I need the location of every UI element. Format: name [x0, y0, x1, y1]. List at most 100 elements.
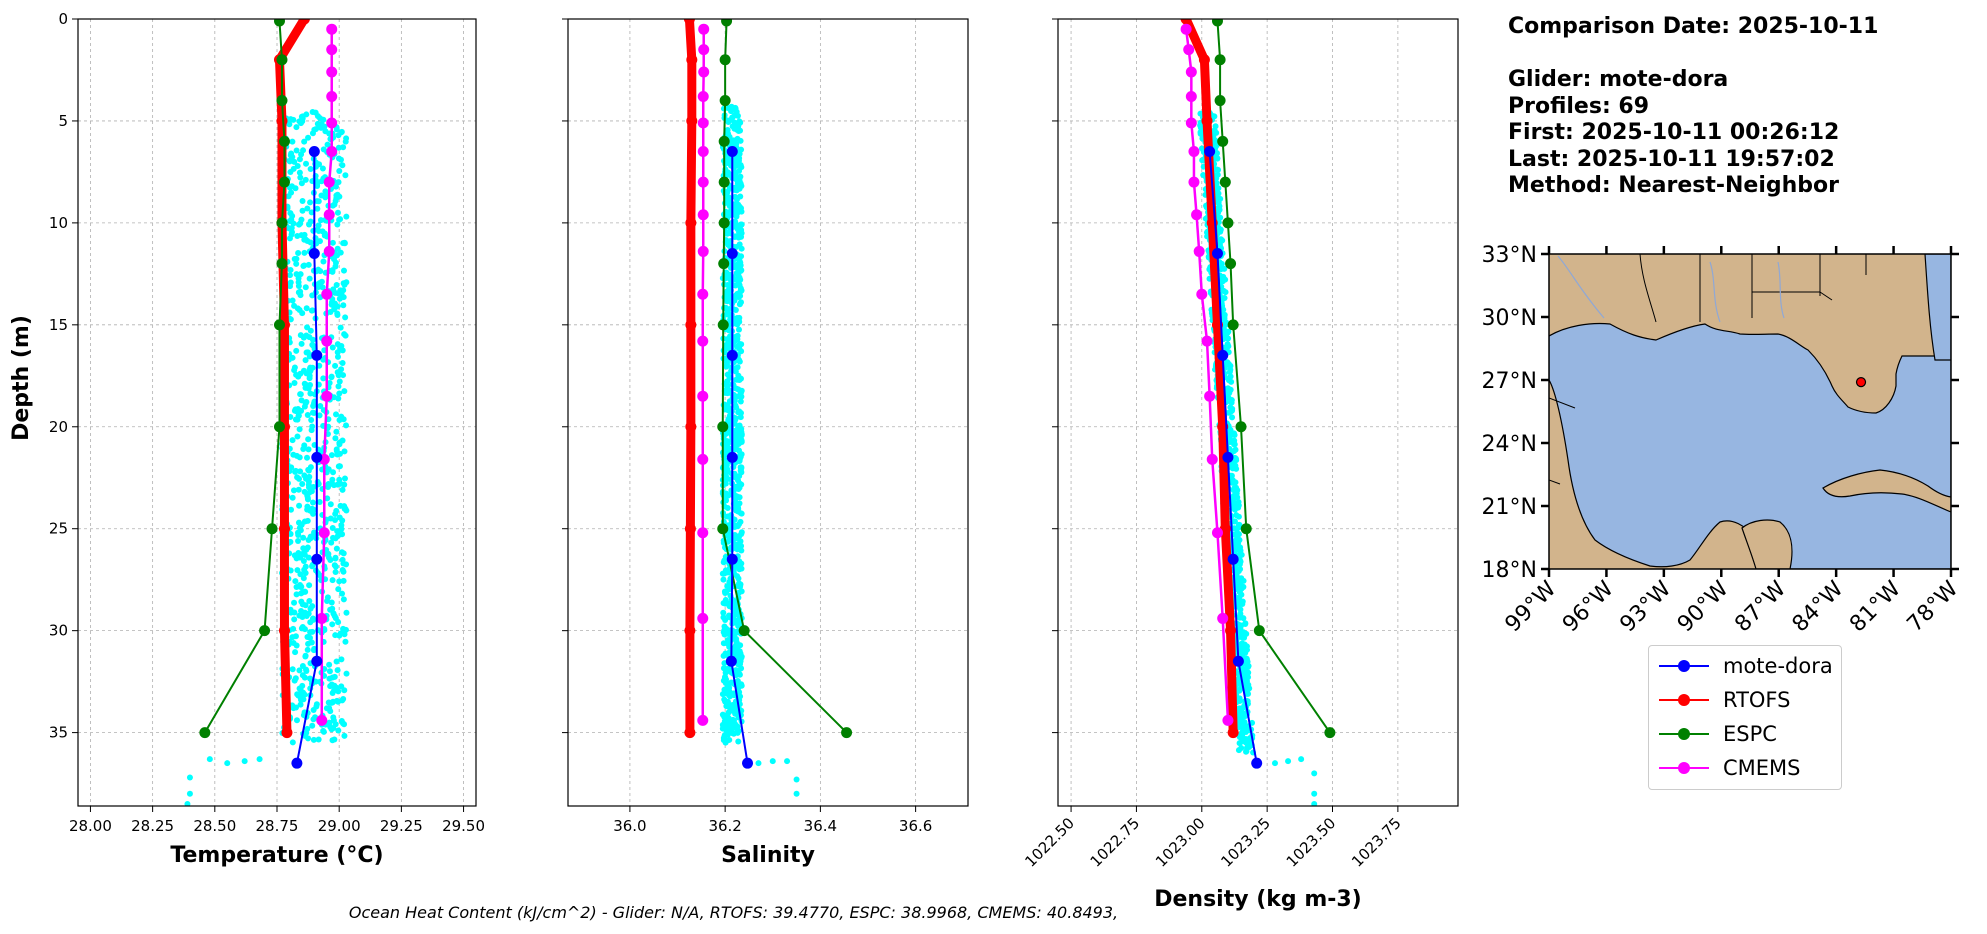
series-marker-cmems — [1204, 390, 1216, 402]
series-marker-rtofs — [1180, 19, 1192, 25]
raw-sample-point — [343, 670, 350, 677]
raw-sample-point — [299, 480, 306, 487]
raw-sample-point — [723, 690, 730, 697]
raw-sample-point — [1227, 386, 1234, 393]
raw-sample-point — [324, 550, 331, 557]
raw-sample-point — [290, 705, 297, 712]
raw-sample-point — [312, 109, 319, 116]
raw-sample-point — [290, 487, 297, 494]
x-tick-label: 29.25 — [380, 817, 423, 835]
raw-sample-point — [1224, 397, 1231, 404]
series-marker-cmems — [1183, 44, 1195, 56]
raw-sample-point — [339, 566, 346, 573]
raw-sample-point — [311, 645, 318, 652]
raw-sample-point — [295, 250, 302, 257]
raw-sample-point — [294, 567, 301, 574]
series-marker-cmems — [697, 453, 709, 465]
raw-sample-point — [286, 121, 293, 128]
raw-sample-point — [336, 368, 343, 375]
raw-sample-point — [297, 174, 304, 181]
raw-sample-point — [1197, 110, 1204, 117]
raw-sample-point — [736, 566, 743, 573]
raw-sample-point — [731, 397, 738, 404]
raw-sample-point — [334, 221, 341, 228]
raw-sample-point — [302, 588, 309, 595]
raw-sample-point — [341, 475, 348, 482]
raw-sample-point — [302, 284, 309, 291]
raw-sample-point — [302, 602, 309, 609]
raw-sample-point — [738, 588, 745, 595]
raw-sample-point — [723, 589, 730, 596]
legend: mote-dora RTOFS ESPC CMEMS — [1648, 645, 1842, 790]
series-marker-cmems — [316, 612, 328, 624]
raw-sample-point — [725, 292, 732, 299]
raw-sample-point — [303, 667, 310, 674]
raw-sample-point — [732, 710, 739, 717]
raw-sample-point — [735, 372, 742, 379]
raw-sample-point — [290, 116, 297, 123]
series-marker-mote-dora — [1251, 757, 1263, 769]
raw-sample-point — [1271, 760, 1278, 767]
raw-sample-point — [1239, 598, 1246, 605]
y-tick-label: 30 — [49, 622, 68, 640]
raw-sample-point — [1212, 123, 1219, 130]
series-marker-rtofs — [684, 727, 696, 739]
raw-sample-point — [291, 677, 298, 684]
series-marker-cmems — [321, 335, 333, 347]
raw-sample-point — [1220, 287, 1227, 294]
raw-sample-point — [332, 516, 339, 523]
raw-sample-point — [1238, 578, 1245, 585]
lon-tick-label: 84°W — [1788, 576, 1849, 637]
raw-sample-point — [310, 706, 317, 713]
raw-sample-point — [304, 646, 311, 653]
raw-sample-point — [339, 486, 346, 493]
legend-swatch — [1659, 656, 1709, 676]
raw-sample-point — [734, 364, 741, 371]
series-marker-cmems — [326, 146, 338, 158]
raw-sample-point — [341, 388, 348, 395]
raw-sample-point — [738, 682, 745, 689]
series-marker-espc — [1240, 523, 1252, 535]
raw-sample-point — [298, 232, 305, 239]
raw-sample-point — [303, 305, 310, 312]
raw-sample-point — [289, 666, 296, 673]
raw-sample-point — [302, 176, 309, 183]
raw-sample-point — [295, 532, 302, 539]
raw-sample-point — [334, 667, 341, 674]
raw-sample-point — [303, 349, 310, 356]
raw-sample-point — [731, 608, 738, 615]
series-marker-rtofs — [276, 115, 288, 127]
raw-sample-point — [733, 187, 740, 194]
raw-sample-point — [1311, 790, 1318, 797]
raw-sample-point — [725, 416, 732, 423]
series-marker-rtofs — [684, 625, 696, 637]
raw-sample-point — [1285, 758, 1292, 765]
raw-sample-point — [333, 282, 340, 289]
raw-sample-point — [724, 241, 731, 248]
raw-sample-point — [723, 492, 730, 499]
raw-sample-point — [289, 138, 296, 145]
raw-sample-point — [333, 658, 340, 665]
raw-sample-point — [325, 481, 332, 488]
raw-sample-point — [298, 690, 305, 697]
raw-sample-point — [286, 225, 293, 232]
raw-sample-point — [335, 727, 342, 734]
raw-sample-point — [290, 451, 297, 458]
raw-sample-point — [241, 758, 248, 765]
raw-sample-point — [1221, 311, 1228, 318]
raw-sample-point — [341, 267, 348, 274]
raw-sample-point — [328, 539, 335, 546]
raw-sample-point — [307, 390, 314, 397]
series-marker-espc — [718, 176, 730, 188]
raw-sample-point — [295, 486, 302, 493]
legend-swatch — [1659, 758, 1709, 778]
raw-sample-point — [731, 125, 738, 132]
raw-sample-point — [288, 189, 295, 196]
river-line — [1777, 261, 1785, 319]
raw-sample-point — [335, 132, 342, 139]
series-marker-cmems — [321, 390, 333, 402]
raw-sample-point — [721, 627, 728, 634]
raw-sample-point — [735, 424, 742, 431]
raw-sample-point — [1235, 531, 1242, 538]
border-line — [1549, 397, 1576, 409]
